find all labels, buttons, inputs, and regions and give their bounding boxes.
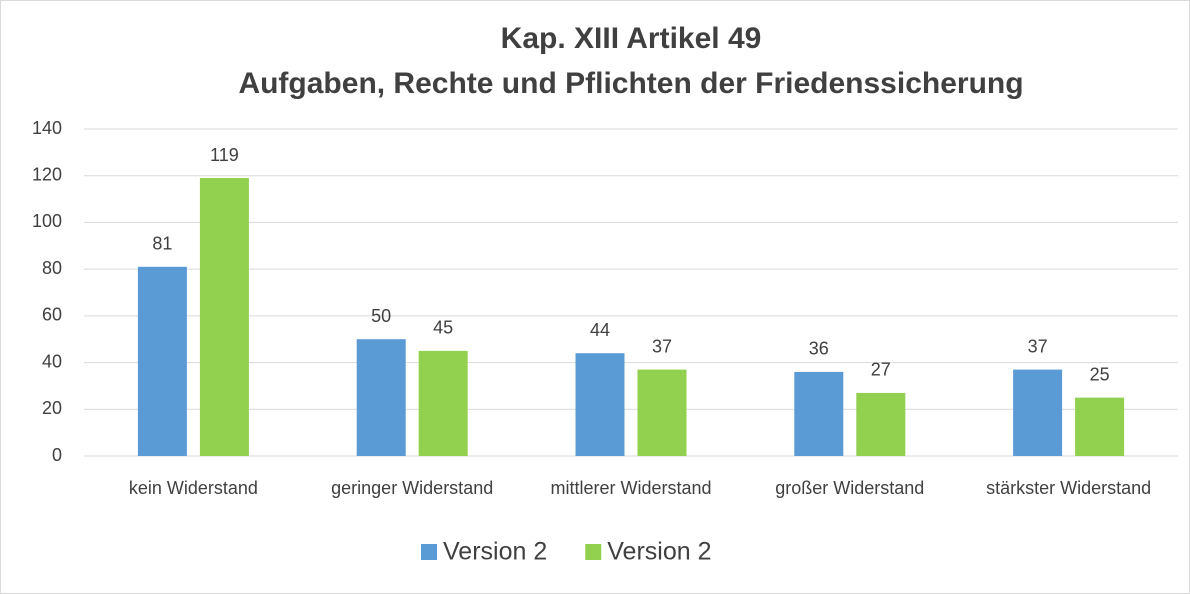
- legend-swatch: [585, 544, 602, 560]
- y-tick-label: 20: [42, 398, 62, 418]
- y-tick-label: 60: [42, 305, 62, 325]
- bar: [1075, 397, 1125, 456]
- legend-swatch: [421, 544, 437, 560]
- data-label: 36: [809, 339, 829, 359]
- legend-label: Version 2: [607, 538, 711, 566]
- chart-title: Aufgaben, Rechte und Pflichten der Fried…: [238, 67, 1023, 100]
- bar: [199, 178, 249, 457]
- x-tick-label: mittlerer Widerstand: [550, 478, 711, 498]
- y-tick-label: 100: [32, 211, 62, 231]
- bar: [1013, 369, 1063, 456]
- data-label: 119: [210, 145, 239, 165]
- x-tick-label: stärkster Widerstand: [986, 478, 1151, 498]
- legend-label: Version 2: [443, 538, 547, 566]
- chart-title: Kap. XIII Artikel 49: [501, 22, 762, 55]
- bar: [137, 266, 187, 456]
- x-tick-label: großer Widerstand: [775, 478, 924, 498]
- bar: [575, 353, 625, 456]
- y-tick-label: 140: [32, 118, 62, 138]
- bar: [794, 371, 844, 456]
- bar: [856, 392, 906, 456]
- y-tick-label: 0: [52, 445, 62, 465]
- data-label: 37: [652, 336, 672, 356]
- data-label: 44: [590, 320, 610, 340]
- data-label: 45: [433, 318, 453, 338]
- data-label: 27: [871, 360, 891, 380]
- data-label: 50: [371, 306, 391, 326]
- data-label: 25: [1090, 364, 1110, 384]
- y-tick-label: 80: [42, 258, 62, 278]
- y-tick-label: 40: [42, 351, 62, 371]
- bar: [418, 350, 468, 456]
- y-tick-label: 120: [32, 164, 62, 184]
- x-tick-label: kein Widerstand: [129, 478, 258, 498]
- x-tick-label: geringer Widerstand: [331, 478, 493, 498]
- bar: [637, 369, 687, 456]
- bar: [356, 339, 406, 456]
- data-label: 37: [1028, 336, 1048, 356]
- data-label: 81: [152, 234, 172, 254]
